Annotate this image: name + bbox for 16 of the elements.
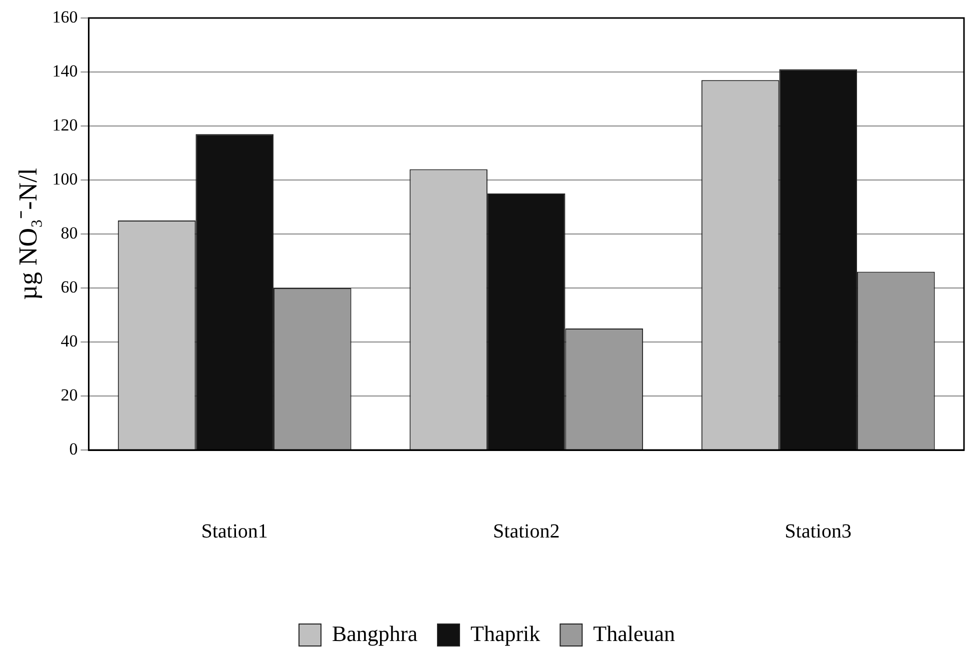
legend-label: Thaprik: [470, 620, 540, 646]
y-tick-label: 160: [52, 7, 78, 26]
y-tick-label: 100: [52, 169, 78, 188]
y-tick-label: 40: [60, 331, 78, 350]
x-tick-label: Station3: [784, 520, 852, 542]
x-tick-label: Station2: [493, 520, 560, 542]
y-tick-label: 80: [60, 223, 78, 242]
y-tick-label: 0: [69, 439, 78, 458]
y-tick-label: 20: [60, 385, 78, 404]
x-tick-label: Station1: [201, 520, 268, 542]
y-tick-label: 120: [52, 115, 78, 134]
y-tick-label: 140: [52, 61, 78, 80]
y-axis-title: µg NO₃⁻-N/l: [13, 168, 42, 300]
y-tick-label: 60: [60, 277, 78, 296]
legend-label: Bangphra: [332, 620, 418, 646]
legend-label: Thaleuan: [593, 620, 676, 646]
